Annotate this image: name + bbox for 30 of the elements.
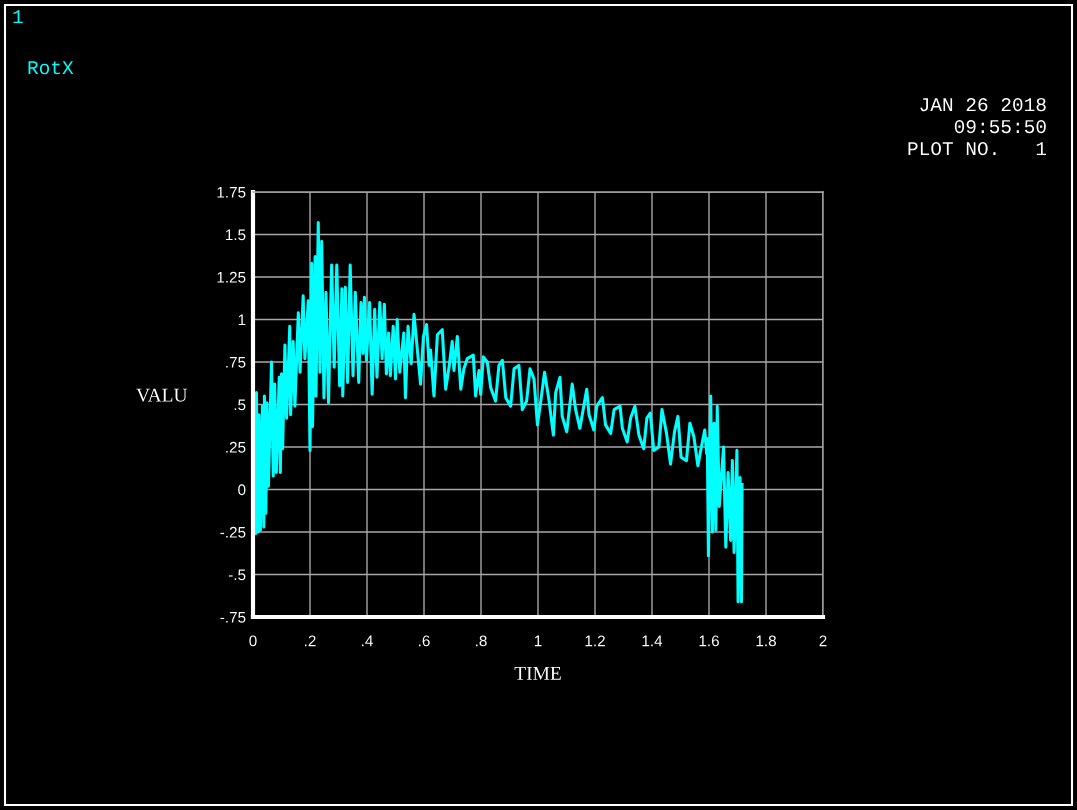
x-tick-label: .4 (362, 635, 373, 647)
y-tick-label: 1 (238, 314, 246, 326)
x-tick-label: 0 (249, 635, 257, 647)
y-tick-label: -.75 (220, 612, 246, 623)
y-tick-label: -.25 (220, 526, 246, 538)
x-tick-label: 1.8 (756, 635, 776, 647)
y-tick-label: 0 (238, 484, 246, 496)
text: PLOT NO. 1 (908, 142, 1047, 156)
y-tick-label: 1.75 (217, 187, 246, 198)
y-tick-label: .25 (226, 441, 246, 453)
x-tick-label: .8 (476, 635, 487, 647)
text: 1 (13, 10, 23, 24)
x-axis-title: TIME (514, 666, 561, 680)
line-series (253, 221, 744, 604)
x-tick-label: .6 (419, 635, 430, 647)
y-tick-label: .5 (234, 399, 246, 411)
x-tick-label: 1 (534, 635, 542, 647)
x-tick-label: 1.2 (585, 635, 605, 647)
text: 09:55:50 (954, 120, 1046, 134)
y-axis-title: VALU (136, 388, 188, 402)
text: JAN 26 2018 (920, 98, 1046, 112)
y-tick-label: 1.25 (217, 271, 246, 283)
x-tick-label: .2 (305, 635, 316, 647)
x-tick-label: 1.4 (642, 635, 663, 647)
text: RotX (28, 61, 74, 75)
y-tick-label: -.5 (228, 569, 246, 581)
x-tick-label: 1.6 (699, 635, 719, 647)
y-tick-label: 1.5 (225, 229, 246, 241)
y-tick-label: .75 (226, 357, 246, 368)
x-tick-label: 2 (819, 635, 827, 647)
